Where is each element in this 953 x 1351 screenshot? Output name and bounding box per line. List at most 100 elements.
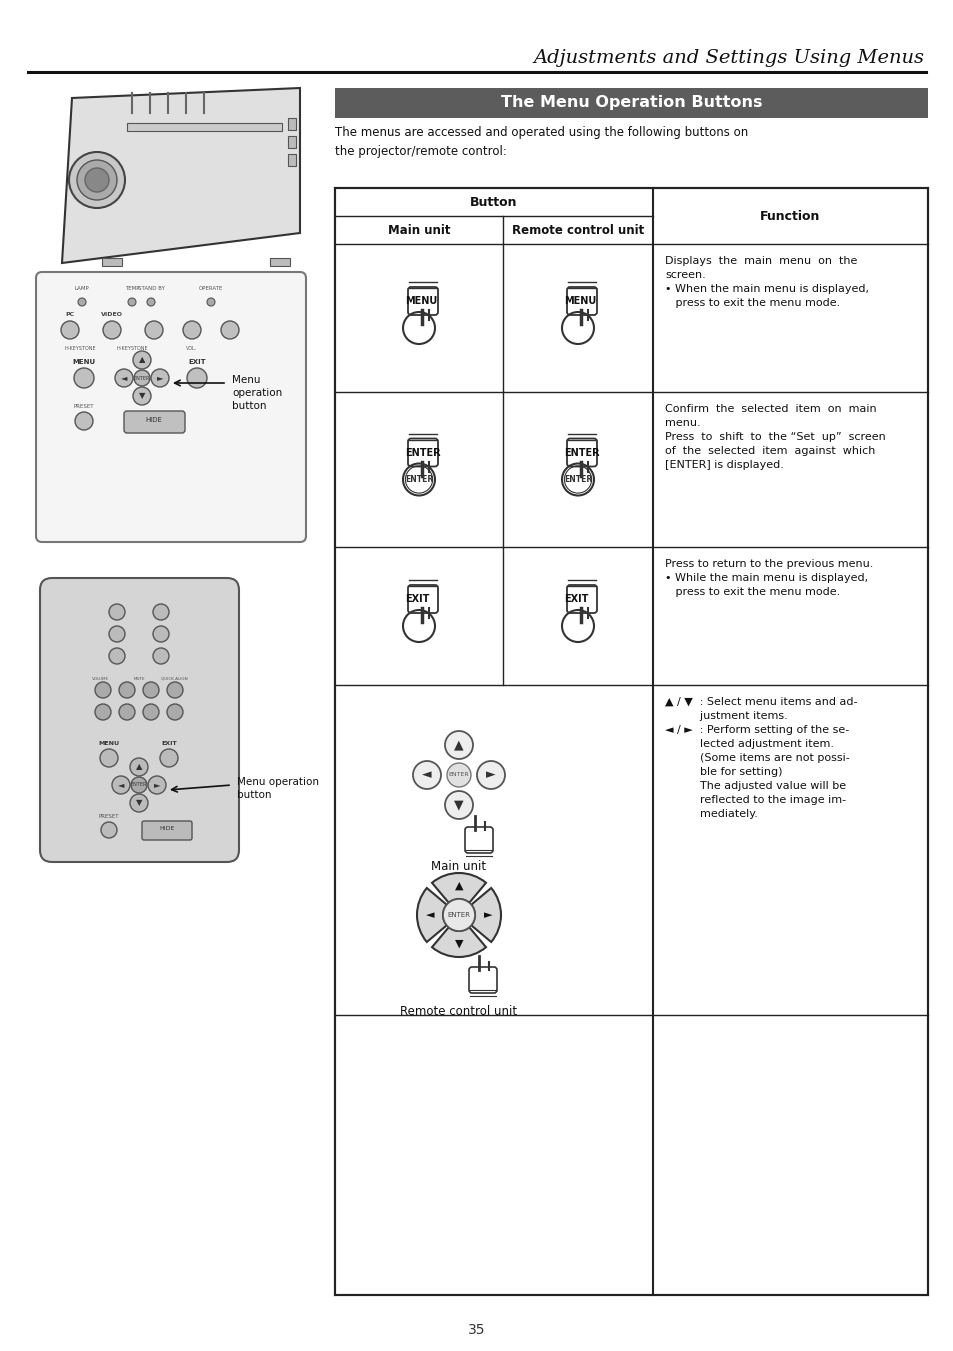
Text: press to exit the menu mode.: press to exit the menu mode. (664, 586, 840, 597)
Text: justment items.: justment items. (664, 711, 787, 721)
Text: QUICK ALIGN: QUICK ALIGN (160, 677, 187, 681)
Circle shape (131, 777, 147, 793)
Text: lected adjustment item.: lected adjustment item. (664, 739, 833, 748)
Text: EXIT: EXIT (188, 359, 206, 365)
Text: ENTER: ENTER (448, 773, 469, 777)
Polygon shape (62, 88, 299, 263)
Text: mediately.: mediately. (664, 809, 757, 819)
Text: ►: ► (153, 781, 160, 789)
Text: MENU: MENU (563, 296, 596, 305)
Circle shape (444, 731, 473, 759)
Text: press to exit the menu mode.: press to exit the menu mode. (664, 299, 840, 308)
Text: Main unit: Main unit (387, 223, 450, 236)
Text: ►: ► (483, 911, 492, 920)
Text: Confirm  the  selected  item  on  main: Confirm the selected item on main (664, 404, 876, 413)
Text: VOL.: VOL. (186, 346, 197, 351)
Text: ENTER: ENTER (563, 447, 599, 458)
Text: • When the main menu is displayed,: • When the main menu is displayed, (664, 284, 868, 295)
Text: ◄: ◄ (422, 769, 432, 781)
Text: Remote control unit: Remote control unit (400, 1005, 517, 1019)
Circle shape (147, 299, 154, 305)
Text: PRESET: PRESET (73, 404, 94, 409)
Text: MENU: MENU (98, 740, 119, 746)
Bar (102, 258, 122, 266)
Text: Adjustments and Settings Using Menus: Adjustments and Settings Using Menus (533, 49, 923, 68)
FancyBboxPatch shape (40, 578, 239, 862)
Text: of  the  selected  item  against  which: of the selected item against which (664, 446, 875, 457)
Circle shape (85, 168, 109, 192)
Text: ◄ / ►  : Perform setting of the se-: ◄ / ► : Perform setting of the se- (664, 725, 848, 735)
Text: EXIT: EXIT (405, 594, 429, 604)
Text: Press  to  shift  to  the “Set  up”  screen: Press to shift to the “Set up” screen (664, 432, 884, 442)
Text: ▼: ▼ (455, 939, 463, 948)
Text: ▲: ▲ (138, 355, 145, 365)
Circle shape (103, 322, 121, 339)
Text: ENTER: ENTER (133, 376, 150, 381)
Circle shape (476, 761, 504, 789)
Text: Press to return to the previous menu.: Press to return to the previous menu. (664, 559, 872, 569)
Text: The adjusted value will be: The adjusted value will be (664, 781, 845, 790)
Circle shape (221, 322, 239, 339)
Circle shape (100, 748, 118, 767)
Circle shape (132, 386, 151, 405)
Text: Button: Button (470, 196, 517, 208)
Text: H-KEYSTONE: H-KEYSTONE (64, 346, 95, 351)
Circle shape (143, 682, 159, 698)
Text: TEMP: TEMP (125, 286, 139, 290)
FancyBboxPatch shape (142, 821, 192, 840)
Text: ENTER: ENTER (405, 447, 440, 458)
Circle shape (95, 704, 111, 720)
Bar (127, 123, 282, 131)
Text: VIDEO: VIDEO (101, 312, 123, 317)
Circle shape (75, 412, 92, 430)
Text: ▼: ▼ (135, 798, 142, 808)
Circle shape (143, 704, 159, 720)
Circle shape (112, 775, 130, 794)
Text: ENTER: ENTER (131, 782, 147, 788)
Bar (288, 154, 295, 166)
Text: Remote control unit: Remote control unit (512, 223, 643, 236)
Text: VOLUME: VOLUME (92, 677, 110, 681)
Text: ◄: ◄ (121, 373, 127, 382)
Text: OPERATE: OPERATE (198, 286, 223, 290)
Text: [ENTER] is displayed.: [ENTER] is displayed. (664, 459, 783, 470)
Circle shape (152, 604, 169, 620)
Text: Menu
operation
button: Menu operation button (232, 376, 282, 412)
Text: Main unit: Main unit (431, 861, 486, 873)
Bar (335, 88, 927, 118)
Circle shape (145, 322, 163, 339)
Circle shape (78, 299, 86, 305)
Text: The menus are accessed and operated using the following buttons on
the projector: The menus are accessed and operated usin… (335, 126, 747, 158)
Text: PC: PC (66, 312, 74, 317)
Circle shape (183, 322, 201, 339)
Circle shape (413, 761, 440, 789)
Circle shape (133, 370, 150, 386)
FancyBboxPatch shape (124, 411, 185, 434)
Text: ▼: ▼ (454, 798, 463, 812)
Text: HIDE: HIDE (159, 825, 174, 831)
Bar (288, 118, 295, 130)
Circle shape (109, 648, 125, 663)
Circle shape (95, 682, 111, 698)
Circle shape (130, 794, 148, 812)
Bar (288, 136, 295, 149)
Text: ENTER: ENTER (563, 476, 592, 484)
Text: ▲: ▲ (135, 762, 142, 771)
Text: EXIT: EXIT (563, 594, 588, 604)
Text: H-KEYSTONE: H-KEYSTONE (116, 346, 148, 351)
Text: ▼: ▼ (138, 392, 145, 400)
Circle shape (69, 153, 125, 208)
Circle shape (128, 299, 136, 305)
Text: Function: Function (760, 209, 820, 223)
Bar (335, 188, 927, 1296)
Wedge shape (432, 927, 485, 957)
Text: PRESET: PRESET (99, 815, 119, 819)
Circle shape (151, 369, 169, 386)
Text: screen.: screen. (664, 270, 705, 280)
Text: The Menu Operation Buttons: The Menu Operation Buttons (500, 96, 761, 111)
Text: • While the main menu is displayed,: • While the main menu is displayed, (664, 573, 867, 584)
Text: ENTER: ENTER (404, 476, 433, 484)
Text: ▲ / ▼  : Select menu items and ad-: ▲ / ▼ : Select menu items and ad- (664, 697, 857, 707)
FancyBboxPatch shape (36, 272, 306, 542)
Text: ◄: ◄ (425, 911, 434, 920)
